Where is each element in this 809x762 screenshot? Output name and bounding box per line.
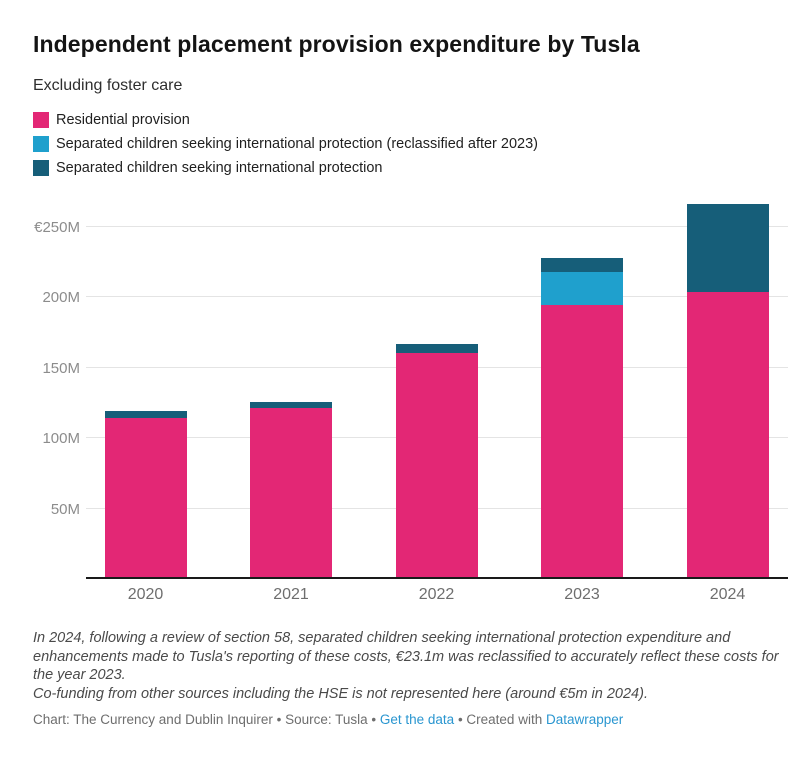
legend-swatch-scip-icon bbox=[33, 160, 49, 176]
bar-segment-2023-separated-children[interactable] bbox=[541, 272, 623, 305]
gridline-250m bbox=[86, 225, 788, 227]
legend: Residential provision Separated children… bbox=[33, 112, 538, 176]
x-axis-line bbox=[86, 577, 788, 579]
bar-segment-2021-separated-children[interactable] bbox=[250, 402, 332, 408]
credits-text: Chart: The Currency and Dublin Inquirer … bbox=[33, 712, 380, 727]
y-axis-tick-label: 150M bbox=[42, 359, 80, 377]
get-the-data-link[interactable]: Get the data bbox=[379, 712, 455, 727]
footnote-cofunding: Co-funding from other sources including … bbox=[33, 685, 648, 702]
footnotes: In 2024, following a review of section 5… bbox=[33, 629, 783, 703]
legend-label: Separated children seeking international… bbox=[56, 136, 539, 152]
bar-segment-2023-residential-provision[interactable] bbox=[541, 304, 623, 579]
x-axis-tick-label-2021: 2021 bbox=[273, 586, 309, 603]
chart-title: Independent placement provision expendit… bbox=[33, 31, 640, 57]
bar-segment-2020-separated-children[interactable] bbox=[104, 411, 187, 418]
bar-segment-2024-residential-provision[interactable] bbox=[686, 291, 769, 579]
legend-label: Separated children seeking international… bbox=[56, 160, 383, 176]
x-axis-tick-label-2023: 2023 bbox=[564, 586, 600, 603]
bar-segment-2021-residential-provision[interactable] bbox=[250, 407, 332, 579]
x-axis-tick-label-2024: 2024 bbox=[709, 586, 746, 603]
bar-segment-2022-residential-provision[interactable] bbox=[395, 352, 478, 579]
bar-segment-2020-residential-provision[interactable] bbox=[104, 417, 187, 579]
x-axis-tick-label-2022: 2022 bbox=[418, 586, 455, 603]
bar-segment-2023-separated-children[interactable] bbox=[541, 258, 623, 273]
legend-item-residential: Residential provision bbox=[33, 112, 538, 128]
datawrapper-link[interactable]: Datawrapper bbox=[545, 712, 624, 727]
y-axis-tick-label: 200M bbox=[42, 289, 80, 307]
chart-subtitle: Excluding foster care bbox=[33, 77, 183, 94]
credits-line: Chart: The Currency and Dublin Inquirer … bbox=[33, 712, 783, 727]
legend-swatch-reclassified-icon bbox=[33, 136, 49, 152]
legend-item-reclassified: Separated children seeking international… bbox=[33, 136, 538, 152]
gridline-200m bbox=[86, 296, 788, 298]
legend-label: Residential provision bbox=[56, 112, 190, 128]
y-axis-tick-label: €250M bbox=[34, 218, 80, 236]
y-axis-tick-label: 50M bbox=[50, 500, 80, 518]
bar-segment-2024-separated-children[interactable] bbox=[686, 204, 769, 292]
credits-text: • Created with bbox=[454, 712, 546, 727]
legend-swatch-residential-icon bbox=[33, 112, 49, 128]
plot-area: 50M 100M 150M 200M €250M bbox=[0, 195, 809, 579]
y-axis-tick-label: 100M bbox=[42, 430, 80, 448]
legend-item-scip: Separated children seeking international… bbox=[33, 160, 538, 176]
bar-segment-2022-separated-children[interactable] bbox=[395, 344, 478, 353]
x-axis-tick-label-2020: 2020 bbox=[127, 586, 164, 603]
footnote-reclassification: In 2024, following a review of section 5… bbox=[33, 630, 779, 684]
